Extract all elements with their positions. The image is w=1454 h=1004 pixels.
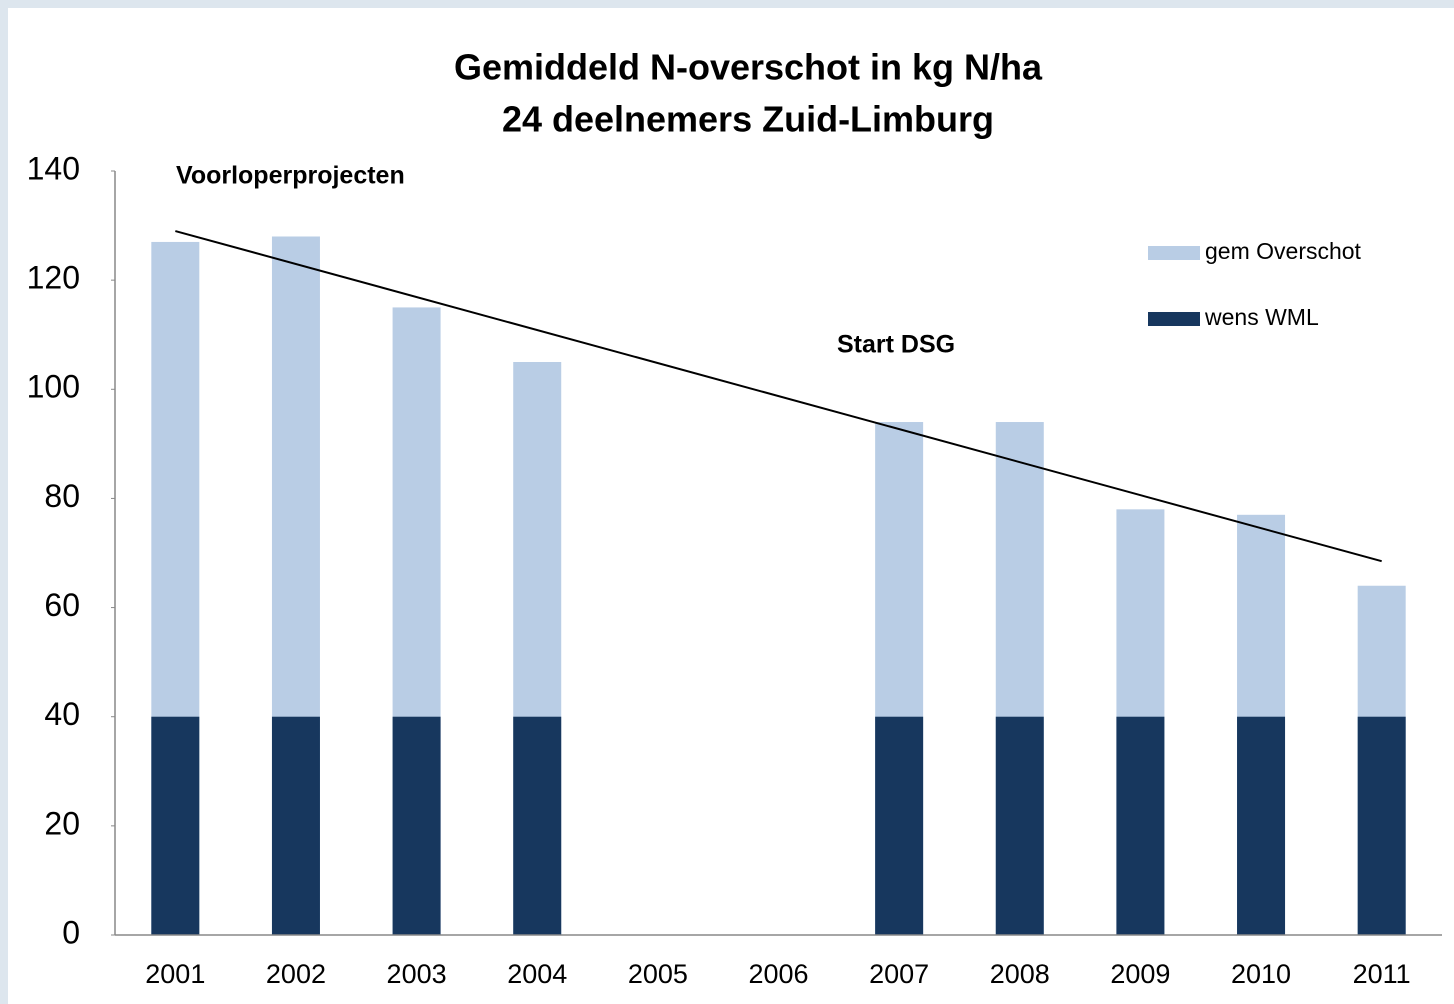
bar [513, 716, 562, 935]
legend-label: wens WML [1204, 304, 1319, 330]
x-tick-label: 2006 [748, 959, 808, 989]
x-tick-label: 2002 [266, 959, 326, 989]
bar [271, 716, 320, 935]
legend-label: gem Overschot [1205, 238, 1362, 264]
annotation: Start DSG [837, 331, 955, 359]
y-tick-label: 80 [44, 478, 80, 514]
x-tick-label: 2001 [145, 959, 205, 989]
y-tick-label: 120 [27, 260, 80, 296]
bar [151, 716, 200, 935]
x-tick-label: 2005 [628, 959, 688, 989]
chart-title: Gemiddeld N-overschot in kg N/ha [454, 47, 1043, 88]
x-tick-label: 2003 [387, 959, 447, 989]
x-tick-label: 2009 [1110, 959, 1170, 989]
y-tick-label: 20 [44, 805, 80, 841]
legend-swatch [1148, 312, 1200, 326]
x-tick-label: 2011 [1353, 959, 1411, 989]
annotation: Voorloperprojecten [176, 162, 405, 190]
legend-swatch [1148, 246, 1200, 260]
x-tick-label: 2008 [990, 959, 1050, 989]
x-tick-label: 2007 [869, 959, 929, 989]
y-tick-label: 40 [44, 696, 80, 732]
bar [392, 716, 441, 935]
x-tick-label: 2004 [507, 959, 567, 989]
bar [1237, 716, 1286, 935]
chart-subtitle: 24 deelnemers Zuid-Limburg [502, 99, 994, 140]
x-tick-label: 2010 [1231, 959, 1291, 989]
y-tick-label: 140 [27, 150, 80, 186]
trend-line [175, 230, 1382, 563]
y-tick-label: 0 [62, 914, 80, 950]
chart-area [8, 8, 1454, 1004]
y-tick-label: 60 [44, 587, 80, 623]
bar [1116, 716, 1165, 935]
bar [995, 716, 1044, 935]
bar [1357, 716, 1406, 935]
bar [875, 716, 924, 935]
y-tick-label: 100 [27, 369, 80, 405]
